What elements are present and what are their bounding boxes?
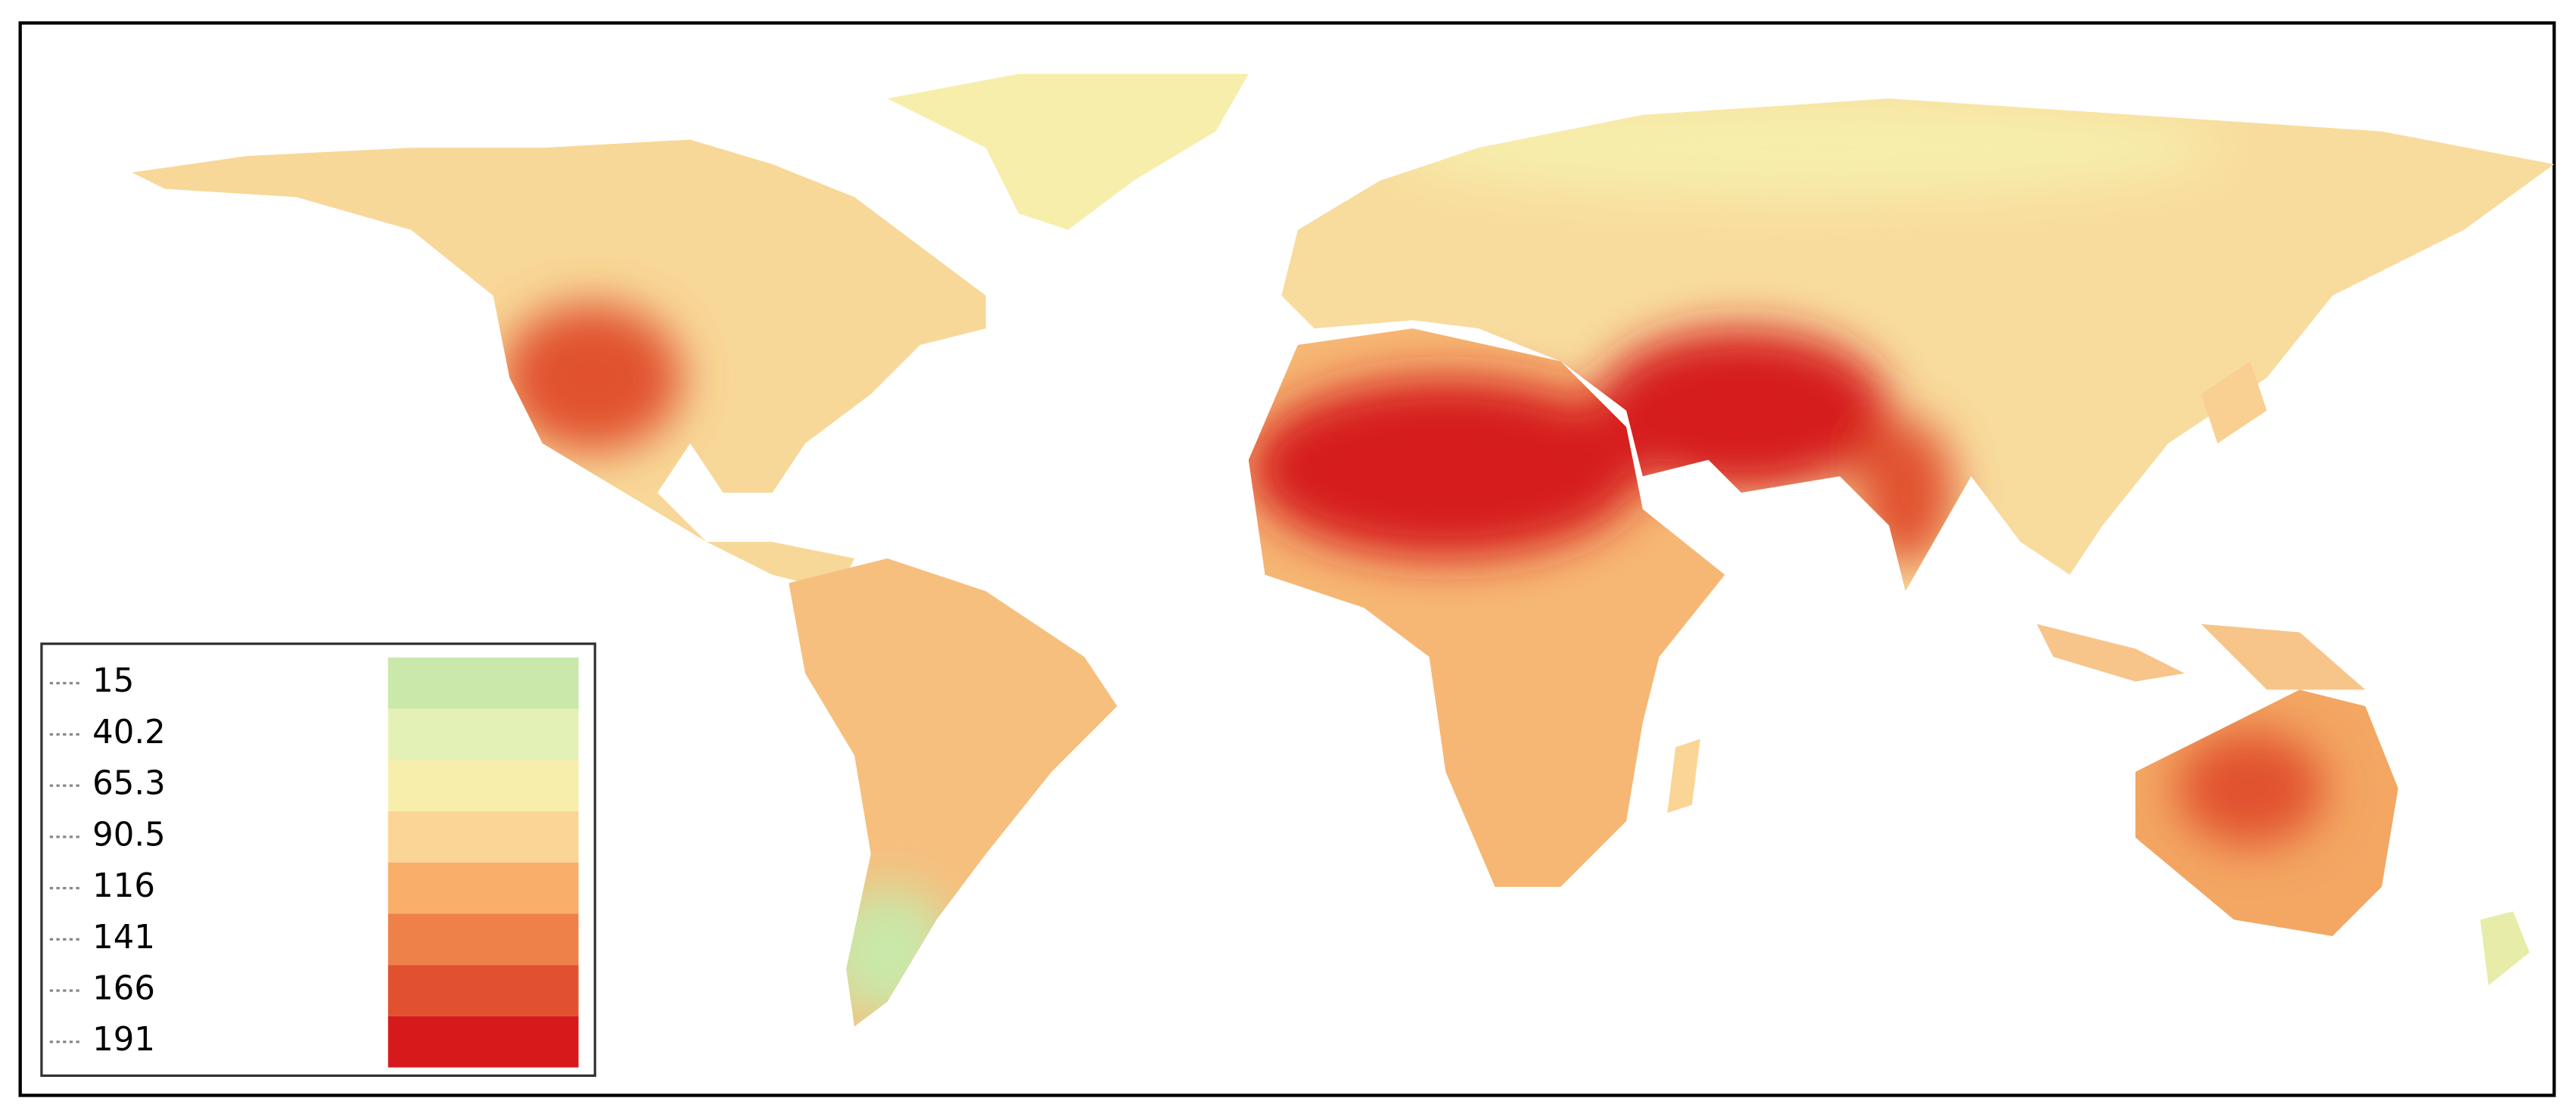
legend-swatch (387, 1016, 579, 1068)
legend-swatch (387, 657, 579, 709)
legend-label: 15 (92, 662, 134, 700)
madagascar (1667, 739, 1700, 814)
legend-label: 166 (92, 969, 155, 1007)
greenland (887, 73, 1249, 230)
legend-label: 116 (92, 867, 155, 905)
legend-swatch (387, 760, 579, 812)
land-masses (132, 73, 2555, 1027)
new-zealand (2480, 911, 2530, 986)
new-guinea (2201, 624, 2366, 690)
legend-swatch (387, 708, 579, 761)
legend-label: 191 (92, 1021, 155, 1059)
legend: 15 40.2 65.3 90.5 116 141 166 191 (40, 642, 596, 1078)
japan (2201, 361, 2267, 443)
legend-swatch (387, 965, 579, 1016)
legend-label: 65.3 (92, 765, 166, 803)
legend-swatch (387, 862, 579, 914)
legend-label: 141 (92, 919, 155, 957)
eurasia (1281, 98, 2555, 592)
legend-label: 90.5 (92, 816, 166, 854)
legend-label: 40.2 (92, 714, 166, 751)
legend-swatch (387, 811, 579, 863)
legend-swatch (387, 913, 579, 966)
indonesia (2036, 624, 2185, 682)
hot-zones (501, 98, 2325, 1019)
